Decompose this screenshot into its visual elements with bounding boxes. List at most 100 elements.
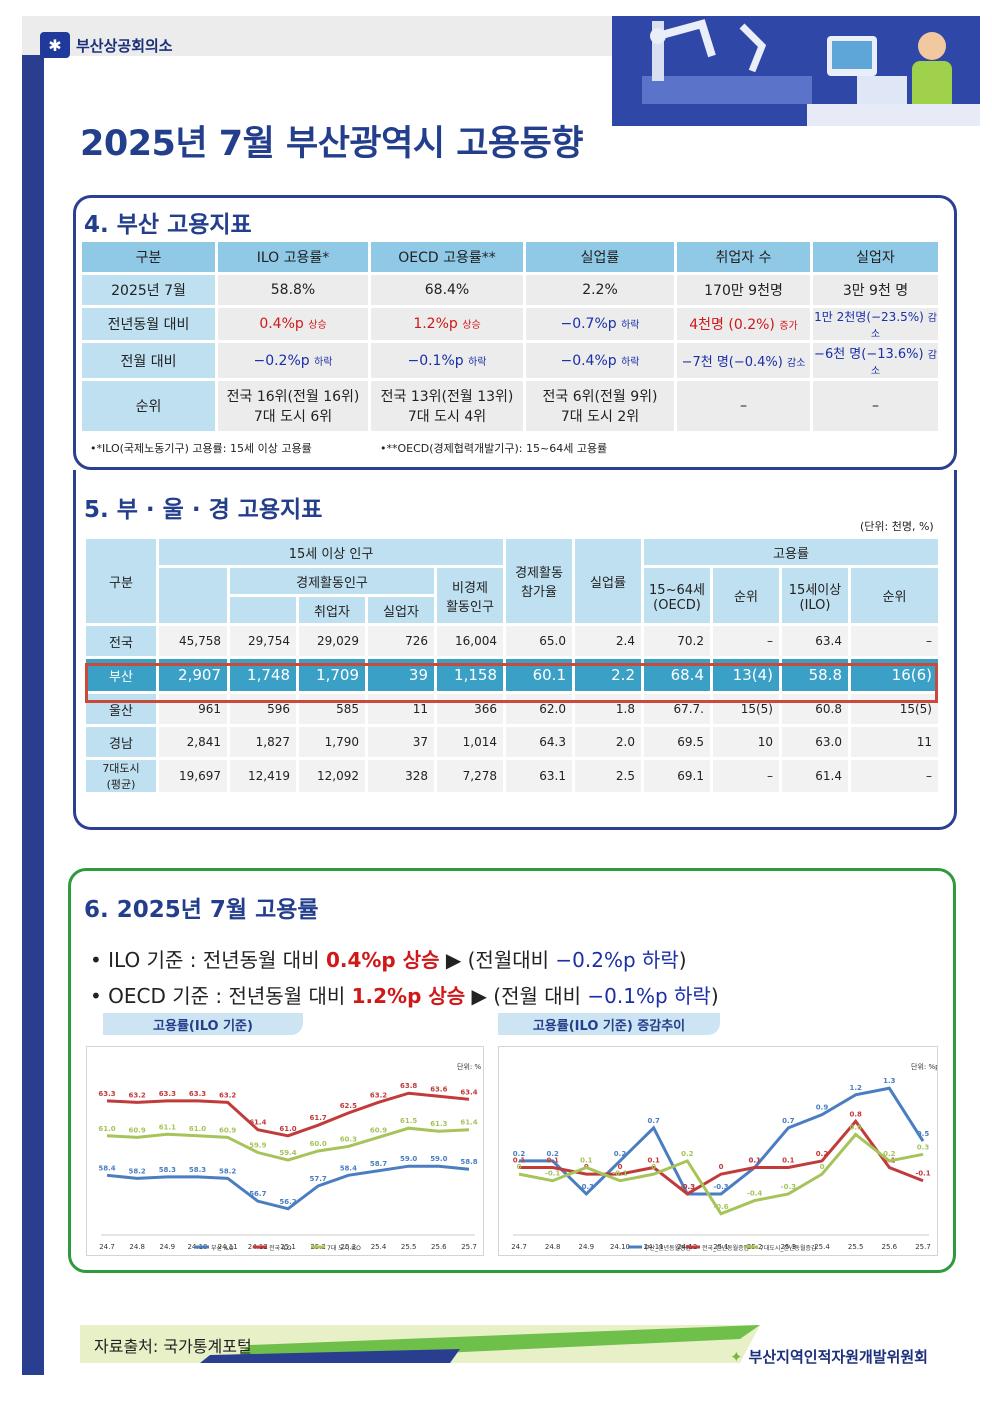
data-label: 0 bbox=[719, 1163, 724, 1171]
table-cell: 2.4 bbox=[575, 626, 641, 656]
data-label: 0.7 bbox=[647, 1117, 660, 1125]
data-label: 1.2 bbox=[849, 1084, 862, 1092]
table-cell: 70.2 bbox=[644, 626, 710, 656]
data-label: 0.1 bbox=[748, 1157, 761, 1165]
col-header: 경제활동인구 bbox=[230, 568, 434, 594]
data-label: 58.7 bbox=[370, 1160, 387, 1168]
data-label: 60.9 bbox=[219, 1126, 236, 1134]
value: −7천 명(−0.4%) bbox=[681, 355, 783, 370]
x-tick-label: 24.8 bbox=[545, 1243, 561, 1251]
table-cell: 585 bbox=[299, 694, 365, 724]
trend: 상승 bbox=[308, 320, 327, 331]
text: ▶ (전월대비 bbox=[439, 948, 556, 972]
data-label: 59.9 bbox=[249, 1142, 266, 1150]
x-tick-label: 24.7 bbox=[511, 1243, 527, 1251]
table-cell: −0.7%p 하락 bbox=[526, 308, 674, 340]
trend: 하락 bbox=[621, 320, 640, 331]
data-label: 61.5 bbox=[400, 1117, 417, 1125]
table-cell: −0.4%p 하락 bbox=[526, 343, 674, 378]
data-label: 61.7 bbox=[310, 1114, 327, 1122]
table-cell: 10 bbox=[713, 727, 779, 757]
table-cell: 15(5) bbox=[851, 694, 938, 724]
data-label: 63.2 bbox=[219, 1091, 236, 1099]
table-cell: 전국 16위(전월 16위) 7대 도시 6위 bbox=[218, 381, 368, 431]
data-label: 61.1 bbox=[159, 1123, 176, 1131]
col-header: 취업자 bbox=[299, 597, 365, 623]
trend: 하락 bbox=[621, 356, 640, 368]
legend-label: 7대도시_전년동월증감 bbox=[760, 1244, 817, 1252]
x-tick-label: 25.6 bbox=[431, 1243, 447, 1251]
text: −0.1%p 하락 bbox=[587, 984, 711, 1008]
col-header: 순위 bbox=[713, 568, 779, 623]
table-cell: 12,092 bbox=[299, 760, 365, 792]
oecd-summary: • OECD 기준 : 전년동월 대비 1.2%p 상승 ▶ (전월 대비 −0… bbox=[90, 980, 719, 1009]
data-label: -0.3 bbox=[680, 1183, 695, 1191]
col-header: 구분 bbox=[82, 242, 215, 272]
row-label: 전년동월 대비 bbox=[82, 308, 215, 340]
x-tick-label: 24.7 bbox=[99, 1243, 115, 1251]
unit-label: (단위: 천명, %) bbox=[860, 520, 934, 533]
col-header: 실업률 bbox=[526, 242, 674, 272]
rank-national: 전국 13위(전월 13위) bbox=[380, 389, 514, 405]
data-label: 63.2 bbox=[129, 1091, 146, 1099]
x-tick-label: 24.9 bbox=[579, 1243, 595, 1251]
data-label: -0.4 bbox=[747, 1190, 762, 1198]
table-cell: 1만 2천명(−23.5%) 감소 bbox=[813, 308, 938, 340]
rank-cities: 7대 도시 4위 bbox=[407, 409, 487, 425]
data-label: 58.4 bbox=[98, 1164, 115, 1172]
table-cell: 62.0 bbox=[506, 694, 572, 724]
x-tick-label: 25.4 bbox=[814, 1243, 830, 1251]
trend: 상승 bbox=[462, 320, 481, 331]
table-cell: – bbox=[677, 381, 810, 431]
source-banner: 자료출처: 국가통계포털 bbox=[80, 1325, 760, 1363]
footer-org: ✦ 부산지역인적자원개발위원회 bbox=[730, 1346, 928, 1367]
series-line bbox=[106, 1126, 470, 1162]
table-cell: 1,827 bbox=[230, 727, 296, 757]
table-cell: 60.8 bbox=[782, 694, 848, 724]
table-cell: 596 bbox=[230, 694, 296, 724]
table-cell: 63.0 bbox=[782, 727, 848, 757]
trend: 하락 bbox=[314, 356, 333, 368]
data-label: 61.0 bbox=[189, 1125, 206, 1133]
table-cell: 1.8 bbox=[575, 694, 641, 724]
data-label: 0.2 bbox=[816, 1150, 829, 1158]
table-cell: −0.2%p 하락 bbox=[218, 343, 368, 378]
data-label: 63.6 bbox=[430, 1085, 447, 1093]
value: 1만 2천명(−23.5%) bbox=[814, 310, 924, 324]
x-tick-label: 25.7 bbox=[461, 1243, 477, 1251]
footnote-oecd: •**OECD(경제협력개발기구): 15~64세 고용률 bbox=[380, 442, 608, 455]
table-cell: 12,419 bbox=[230, 760, 296, 792]
data-label: 0.9 bbox=[816, 1104, 829, 1112]
series-line bbox=[106, 1164, 470, 1211]
rank-national: 전국 16위(전월 16위) bbox=[226, 389, 360, 405]
series-line bbox=[519, 1118, 924, 1196]
row-label: 전월 대비 bbox=[82, 343, 215, 378]
footer-org-name: 부산지역인적자원개발위원회 bbox=[748, 1348, 928, 1366]
table-cell: 726 bbox=[368, 626, 434, 656]
rank-cities: 7대 도시 2위 bbox=[560, 409, 640, 425]
chart-svg: 단위: %p24.724.824.924.1024.1124.1225.125.… bbox=[511, 1062, 940, 1252]
table-cell: 63.1 bbox=[506, 760, 572, 792]
table-cell: 19,697 bbox=[159, 760, 227, 792]
data-label: 62.5 bbox=[340, 1102, 357, 1110]
data-label: 0.3 bbox=[917, 1143, 930, 1151]
text: • OECD 기준 : 전년동월 대비 bbox=[90, 984, 352, 1008]
x-tick-label: 24.10 bbox=[610, 1243, 630, 1251]
table-row: 전국 45,758 29,754 29,029 726 16,004 65.0 2.4 70.2… bbox=[86, 626, 938, 656]
text: 1.2%p 상승 bbox=[351, 984, 466, 1008]
col-header: 고용률 bbox=[644, 539, 938, 565]
col-header: 실업자 bbox=[813, 242, 938, 272]
table-cell: 29,029 bbox=[299, 626, 365, 656]
regional-table: 구분 15세 이상 인구 경제활동 참가율 실업률 고용률 경제활동인구 비경제… bbox=[83, 536, 941, 795]
x-tick-label: 25.5 bbox=[401, 1243, 417, 1251]
value: 1.2%p bbox=[413, 316, 458, 332]
data-label: 60.3 bbox=[340, 1135, 357, 1143]
table-cell: 68.4% bbox=[371, 275, 523, 305]
x-tick-label: 24.8 bbox=[129, 1243, 145, 1251]
col-header bbox=[230, 597, 296, 623]
x-tick-label: 24.11 bbox=[644, 1243, 664, 1251]
trend: 감소 bbox=[787, 358, 806, 369]
section6-title: 6. 2025년 7월 고용률 bbox=[84, 897, 319, 923]
col-header: 15~64세 (OECD) bbox=[644, 568, 710, 623]
table-cell: 45,758 bbox=[159, 626, 227, 656]
